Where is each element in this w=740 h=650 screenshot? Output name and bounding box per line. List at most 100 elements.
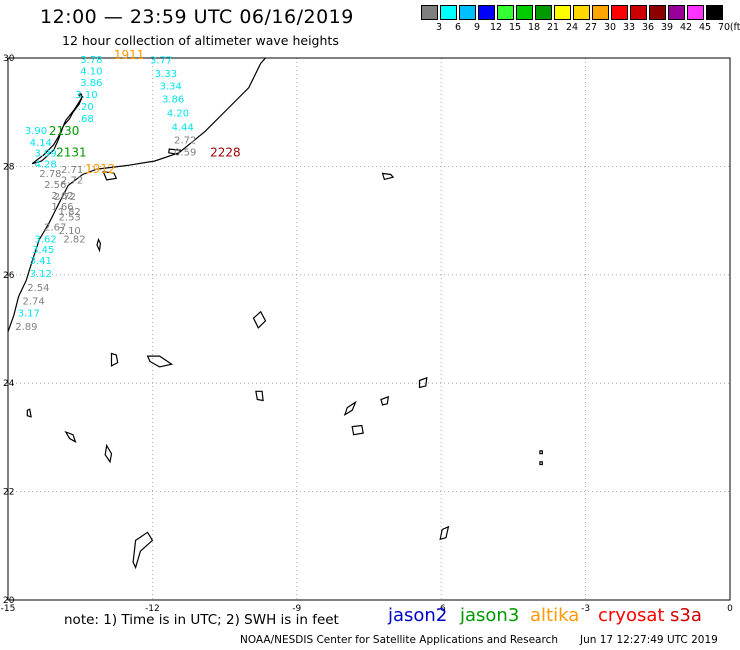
swh-value-label: 2.53 xyxy=(59,213,81,224)
swh-value-label: 2.74 xyxy=(22,297,44,308)
island-a xyxy=(381,172,395,181)
grid-lines xyxy=(8,58,730,600)
swh-value-label: 0.59 xyxy=(174,148,196,159)
swh-value-label: 3.17 xyxy=(18,309,40,320)
swh-value-label: 4.28 xyxy=(34,159,56,170)
lat-tick-label: 28 xyxy=(3,162,15,172)
swh-value-label: 2.56 xyxy=(44,180,66,191)
scale-tick-label: 36 xyxy=(641,22,655,33)
island-m xyxy=(439,525,450,541)
scale-tick-label: 39 xyxy=(660,22,674,33)
island-i xyxy=(343,400,357,416)
islet-p xyxy=(539,461,543,466)
scale-tick-label: 21 xyxy=(546,22,560,33)
swh-labels: 3.784.103.863.10.20.683.904.143.994.28 2.… xyxy=(15,55,196,333)
swh-value-label: 3.33 xyxy=(155,69,177,80)
lat-tick-label: 26 xyxy=(3,271,15,281)
lon-tick-label: -6 xyxy=(437,604,446,614)
swh-value-label: 2.78 xyxy=(39,169,61,180)
scale-swatch xyxy=(611,5,628,20)
scale-unit: (ft) xyxy=(729,22,740,33)
island-e xyxy=(255,390,264,402)
island-dot xyxy=(78,93,82,97)
scale-tick-label: 27 xyxy=(584,22,598,33)
map-title: 12:00 — 23:59 UTC 06/16/2019 xyxy=(40,6,354,28)
swh-value-label: 2.82 xyxy=(63,234,85,245)
legend-item-s3a: s3a xyxy=(670,605,702,626)
pass-time-label: 2131 xyxy=(56,146,87,160)
scale-tick-label: 9 xyxy=(473,22,481,33)
swh-value-label: 3.10 xyxy=(75,90,97,101)
scale-tick-label: 42 xyxy=(679,22,693,33)
scale-swatch xyxy=(630,5,647,20)
lat-tick-label: 24 xyxy=(3,379,15,389)
scale-swatch xyxy=(554,5,571,20)
footnote: note: 1) Time is in UTC; 2) SWH is in fe… xyxy=(64,612,339,628)
swh-value-label: 3.90 xyxy=(25,126,47,137)
swh-value-label: 2.72 xyxy=(174,136,196,147)
lon-tick-label: -15 xyxy=(1,604,16,614)
scale-swatch xyxy=(440,5,457,20)
swh-value-label: 3.62 xyxy=(34,234,56,245)
swh-value-label: 1.82 xyxy=(59,207,81,218)
lat-tick-label: 30 xyxy=(3,54,15,64)
lon-tick-label: -9 xyxy=(292,604,301,614)
swh-value-label: 2.67 xyxy=(44,222,66,233)
legend-item-jason2: jason2 xyxy=(388,605,448,626)
island-n xyxy=(132,531,154,570)
swh-value-label: 3.78 xyxy=(80,55,102,66)
pass-time-label: 1912 xyxy=(85,162,116,176)
island-h xyxy=(104,443,113,464)
madeira-island xyxy=(168,148,182,156)
swh-value-label: .20 xyxy=(78,102,94,113)
legend-item-altika: altika xyxy=(530,605,580,626)
swh-value-label: 3.86 xyxy=(162,94,184,105)
coastline-and-islands xyxy=(7,57,543,570)
swh-value-label: 2.54 xyxy=(27,283,49,294)
pass-time-label: 2228 xyxy=(210,146,241,160)
scale-swatch xyxy=(421,5,438,20)
legend-item-jason3: jason3 xyxy=(460,605,520,626)
swh-value-label: 2.10 xyxy=(59,226,81,237)
scale-swatch xyxy=(459,5,476,20)
scale-tick-label: 45 xyxy=(698,22,712,33)
island-g xyxy=(64,430,77,443)
island-f xyxy=(26,408,32,418)
swh-value-label: 3.45 xyxy=(32,245,54,256)
small-coastal-feature xyxy=(102,171,118,181)
scale-swatch xyxy=(687,5,704,20)
scale-swatch xyxy=(497,5,514,20)
lat-tick-label: 20 xyxy=(3,596,15,606)
african-coastline xyxy=(7,57,266,332)
generated-timestamp: Jun 17 12:27:49 UTC 2019 xyxy=(580,634,718,646)
swh-value-label: 2.62 xyxy=(51,191,73,202)
island-d xyxy=(146,355,174,368)
scale-tick-label: 12 xyxy=(489,22,503,33)
scale-tick-label: 3 xyxy=(435,22,443,33)
pass-time-label: 2130 xyxy=(49,124,80,138)
swh-value-label: 2.72 xyxy=(54,192,76,203)
swh-value-label: 3.41 xyxy=(30,256,52,267)
islet-o xyxy=(539,450,543,455)
swh-value-label: 2.89 xyxy=(15,322,37,333)
scale-tick-label: 18 xyxy=(527,22,541,33)
scale-swatch xyxy=(668,5,685,20)
scale-swatch xyxy=(573,5,590,20)
legend-item-cryosat: cryosat xyxy=(598,605,665,626)
swh-value-label: 3.99 xyxy=(34,149,56,160)
scale-tick-label: 30 xyxy=(603,22,617,33)
fuerteventura-island xyxy=(31,125,64,165)
island-l xyxy=(418,376,428,389)
island-c xyxy=(110,352,119,367)
island-j xyxy=(351,424,364,436)
swh-value-label: 4.44 xyxy=(172,123,194,134)
swh-value-label: 3.77 xyxy=(150,55,172,66)
scale-tick-label: 6 xyxy=(454,22,462,33)
swh-value-label: 1.66 xyxy=(51,202,73,213)
scale-swatch xyxy=(478,5,495,20)
lon-tick-label: -12 xyxy=(145,604,160,614)
scale-tick-label: 70 xyxy=(717,22,731,33)
scale-swatch xyxy=(535,5,552,20)
lon-tick-label: 0 xyxy=(727,604,733,614)
